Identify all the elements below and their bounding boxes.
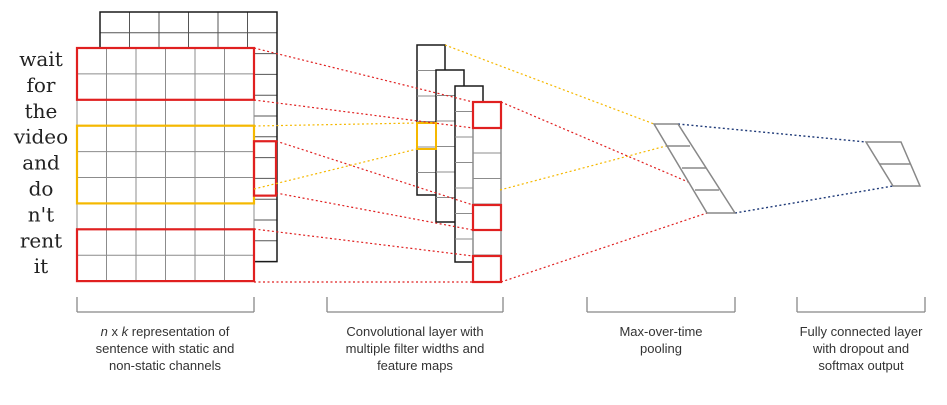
softmax-output-vector — [864, 141, 922, 187]
pooled-vector — [652, 123, 737, 214]
caption-text: with dropout and — [812, 341, 909, 356]
word-label: it — [34, 254, 48, 278]
feature-maps — [416, 44, 503, 284]
caption-text: feature maps — [377, 358, 453, 373]
word-label: wait — [19, 47, 62, 71]
layer-caption: Max-over-time pooling — [619, 324, 702, 356]
feature-cell-red-mid — [471, 203, 503, 232]
yellow-connector — [253, 148, 418, 190]
word-label: video — [13, 125, 68, 149]
caption-text: sentence with static and — [96, 341, 235, 356]
red-connector — [253, 47, 474, 103]
blue-connector — [677, 123, 867, 143]
caption-line: softmax output — [818, 358, 904, 373]
red-connector — [253, 99, 474, 129]
layer-bracket — [76, 297, 255, 313]
word-label: n't — [28, 202, 54, 226]
red-connector — [500, 101, 708, 191]
max-pooled-vector — [652, 123, 737, 214]
yellow-connector — [444, 44, 655, 125]
feature-cell-red-top — [471, 100, 503, 130]
word-label: rent — [20, 228, 62, 252]
layer-bracket — [796, 297, 926, 313]
caption-line: Max-over-time — [619, 324, 702, 339]
red-connector — [275, 140, 474, 206]
caption-text: softmax output — [818, 358, 904, 373]
red-connector — [500, 212, 708, 283]
caption-text: k — [122, 324, 130, 339]
caption-line: pooling — [640, 341, 682, 356]
red-connector — [253, 228, 474, 257]
layer-bracket — [326, 297, 504, 313]
caption-text: representation of — [128, 324, 230, 339]
layer-bracket — [586, 297, 736, 313]
word-label: the — [25, 99, 58, 123]
caption-text: non-static channels — [109, 358, 222, 373]
caption-text: Fully connected layer — [800, 324, 924, 339]
layer-caption: Fully connected layer with dropout and sof… — [800, 324, 924, 373]
layer-captions: n x k representation of sentence with sta… — [96, 324, 923, 373]
caption-line: multiple filter widths and — [346, 341, 485, 356]
word-label: and — [22, 151, 60, 175]
red-filter-side — [252, 140, 278, 197]
caption-text: n — [101, 324, 108, 339]
caption-line: feature maps — [377, 358, 453, 373]
feature-map-border — [472, 101, 502, 283]
caption-text: Max-over-time — [619, 324, 702, 339]
caption-line: with dropout and — [812, 341, 909, 356]
output-vector — [864, 141, 922, 187]
filter-windows — [75, 46, 278, 283]
layer-brackets — [76, 297, 926, 313]
red-filter-bottom — [75, 228, 256, 283]
non-static-channel-matrix — [76, 47, 255, 282]
word-label: do — [29, 177, 54, 201]
caption-line: sentence with static and — [96, 341, 235, 356]
connection-lines — [253, 44, 894, 283]
red-filter-top — [75, 46, 256, 101]
caption-text: Convolutional layer with — [346, 324, 483, 339]
caption-line: Fully connected layer — [800, 324, 924, 339]
caption-text: pooling — [640, 341, 682, 356]
blue-connector — [734, 185, 894, 214]
caption-text: multiple filter widths and — [346, 341, 485, 356]
word-label: for — [26, 73, 55, 97]
caption-line: n x k representation of — [101, 324, 230, 339]
yellow-connector — [253, 122, 418, 127]
feature-cell-yellow — [416, 122, 437, 150]
layer-caption: Convolutional layer with multiple filter … — [346, 324, 485, 373]
caption-text: x — [108, 324, 122, 339]
caption-line: Convolutional layer with — [346, 324, 483, 339]
layer-caption: n x k representation of sentence with sta… — [96, 324, 235, 373]
yellow-connector — [499, 145, 667, 191]
caption-line: non-static channels — [109, 358, 222, 373]
feature-cell-red-bottom — [471, 254, 503, 284]
red-connector — [275, 192, 474, 231]
